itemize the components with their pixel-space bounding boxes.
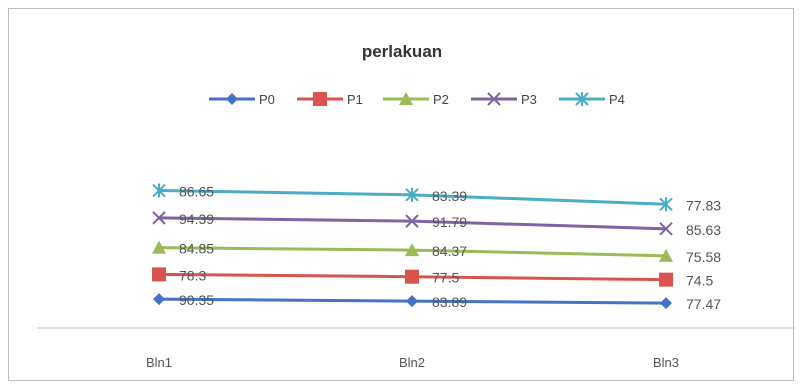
legend-item-p4: P4: [559, 92, 625, 107]
series-p3: 94.39 91.79 85.63: [152, 211, 721, 238]
x-tick-label: Bln1: [146, 355, 172, 370]
data-point: [152, 183, 166, 198]
legend-item-p1: P1: [297, 92, 363, 107]
legend-label: P1: [347, 92, 363, 107]
legend-marker: [575, 92, 589, 106]
data-label: 84.85: [179, 241, 214, 257]
series-p4: 86.65 83.39 77.83: [152, 183, 721, 213]
data-point: [152, 267, 166, 282]
data-label: 85.63: [686, 222, 721, 238]
data-label: 83.89: [432, 294, 467, 310]
legend-label: P2: [433, 92, 449, 107]
data-label: 77.47: [686, 296, 721, 312]
data-point: [405, 214, 419, 228]
series-p1: 78.3 77.5 74.5: [152, 267, 713, 289]
legend-marker: [487, 92, 501, 106]
legend-item-p0: P0: [209, 92, 275, 107]
data-point: [659, 272, 673, 287]
legend-label: P4: [609, 92, 625, 107]
data-point: [659, 222, 673, 236]
data-label: 84.37: [432, 243, 467, 259]
legend-item-p2: P2: [383, 92, 449, 107]
legend-marker: [313, 92, 327, 106]
series-layer: 90.35 83.89 77.47 78.3 77.5 74.5 84.85 84.37 75.…: [152, 183, 721, 312]
legend: P0 P1 P2 P3 P4: [209, 92, 625, 107]
chart-frame: perlakuan P0 P1 P2 P3 P4 90.35 83.89 77.47 78.3…: [8, 8, 795, 381]
data-label: 91.79: [432, 214, 467, 230]
data-label: 77.5: [432, 270, 459, 286]
data-point: [660, 297, 672, 310]
data-label: 75.58: [686, 249, 721, 265]
legend-marker: [399, 92, 413, 105]
x-tick-label: Bln2: [399, 355, 425, 370]
x-axis-ticks: Bln1 Bln2 Bln3: [146, 355, 679, 370]
data-point: [405, 243, 419, 257]
legend-marker: [226, 93, 238, 105]
series-p0: 90.35 83.89 77.47: [153, 292, 721, 312]
data-label: 94.39: [179, 211, 214, 227]
data-point: [405, 187, 419, 202]
data-point: [659, 197, 673, 212]
data-label: 78.3: [179, 267, 206, 283]
legend-item-p3: P3: [471, 92, 537, 107]
legend-label: P0: [259, 92, 275, 107]
legend-label: P3: [521, 92, 537, 107]
data-point: [405, 269, 419, 284]
data-label: 83.39: [432, 188, 467, 204]
line-chart: perlakuan P0 P1 P2 P3 P4 90.35 83.89 77.47 78.3…: [37, 42, 795, 370]
data-point: [406, 295, 418, 308]
chart-title: perlakuan: [362, 42, 442, 61]
data-label: 77.83: [686, 197, 721, 213]
data-point: [659, 248, 673, 262]
data-label: 74.5: [686, 273, 713, 289]
data-point: [153, 293, 165, 306]
data-label: 86.65: [179, 184, 214, 200]
data-point: [152, 240, 166, 254]
x-tick-label: Bln3: [653, 355, 679, 370]
data-label: 90.35: [179, 292, 214, 308]
data-point: [152, 211, 166, 225]
series-p2: 84.85 84.37 75.58: [152, 240, 721, 265]
